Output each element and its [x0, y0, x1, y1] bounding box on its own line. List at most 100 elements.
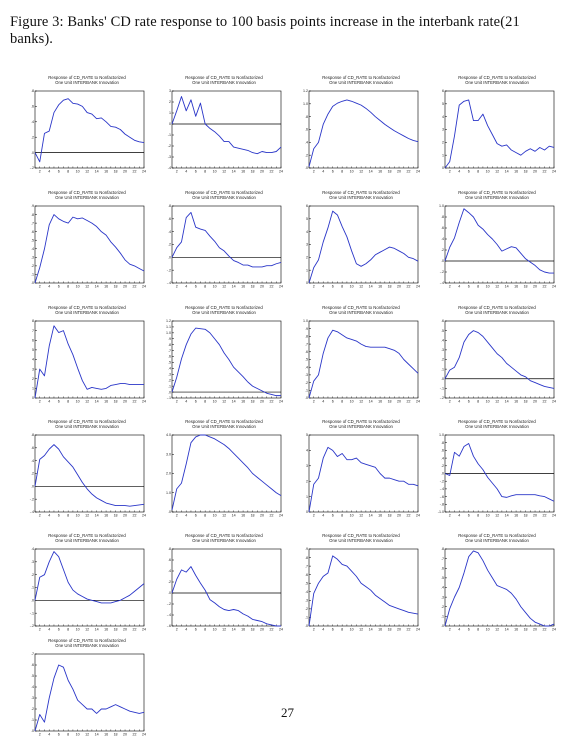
y-tick-label: 1.0: [439, 433, 444, 437]
x-tick-label: 16: [241, 628, 245, 632]
x-tick-label: 2: [449, 628, 451, 632]
irf-chart-16: Response of CD_RATE to Nonfactorized One …: [438, 419, 556, 521]
x-tick-label: 4: [322, 400, 324, 404]
x-tick-label: 20: [397, 628, 401, 632]
x-tick-label: 24: [279, 170, 283, 174]
x-tick-label: 8: [204, 400, 206, 404]
plot-area: .0.1.2.3.4.5.6.7.8.91.02 4 6 8 10 12 14 16 18 20 2…: [303, 319, 420, 404]
y-tick-label: .4: [31, 120, 34, 124]
plot-frame: [444, 320, 555, 399]
x-tick-label: 12: [222, 628, 226, 632]
chart-title-line: Response of CD_RATE to Nonfactorized: [322, 305, 400, 310]
x-tick-label: 6: [332, 170, 334, 174]
x-tick-label: 8: [67, 514, 69, 518]
x-tick-label: 18: [114, 628, 118, 632]
x-tick-label: 4: [458, 400, 460, 404]
x-tick-label: 12: [222, 514, 226, 518]
x-tick-label: 22: [133, 628, 137, 632]
y-tick-label: -1.0: [438, 510, 444, 514]
chart-title-line: One Unit INTERBANK Innovation: [192, 80, 256, 86]
x-tick-label: 20: [260, 285, 264, 289]
x-tick-label: 24: [552, 170, 556, 174]
x-tick-label: 16: [514, 400, 518, 404]
chart-title-line: Response of CD_RATE to Nonfactorized: [48, 419, 126, 424]
x-tick-label: 20: [260, 400, 264, 404]
y-tick-label: .0: [31, 599, 34, 603]
x-tick-label: 16: [378, 514, 382, 518]
plot-frame: [444, 90, 555, 169]
y-tick-label: .4: [441, 456, 444, 460]
chart-title-line: Response of CD_RATE to Nonfactorized: [458, 190, 536, 195]
y-tick-label: 5: [306, 217, 308, 221]
y-tick-label: .4: [441, 586, 444, 590]
y-tick-label: .0: [168, 256, 171, 260]
y-tick-label: .2: [305, 153, 308, 157]
y-tick-label: .4: [441, 237, 444, 241]
plot-frame: [34, 205, 145, 284]
response-line: [171, 434, 282, 511]
x-tick-label: 22: [133, 170, 137, 174]
x-tick-label: 4: [48, 285, 50, 289]
x-tick-label: 2: [313, 285, 315, 289]
y-tick-label: -.2: [30, 624, 34, 628]
y-tick-label: .6: [441, 226, 444, 230]
y-tick-label: .9: [31, 204, 34, 208]
x-tick-label: 6: [195, 285, 197, 289]
x-tick-label: 4: [322, 170, 324, 174]
y-tick-label: .3: [305, 599, 308, 603]
x-tick-label: 16: [104, 628, 108, 632]
y-tick-label: .1: [441, 367, 444, 371]
response-line: [34, 444, 145, 507]
x-tick-label: 12: [495, 628, 499, 632]
y-tick-label: .3: [441, 595, 444, 599]
x-tick-label: 4: [458, 170, 460, 174]
y-tick-label: .6: [168, 558, 171, 562]
response-line: [171, 566, 281, 627]
x-tick-label: 8: [204, 514, 206, 518]
response-line: [34, 325, 144, 399]
y-tick-label: .8: [305, 556, 308, 560]
x-tick-label: 18: [388, 400, 392, 404]
chart-title: Response of CD_RATE to Nonfactorized One …: [165, 419, 283, 429]
x-tick-label: 20: [397, 400, 401, 404]
x-tick-label: 16: [104, 400, 108, 404]
chart-title-line: One Unit INTERBANK Innovation: [192, 538, 256, 544]
x-tick-label: 18: [388, 514, 392, 518]
x-tick-label: 24: [416, 400, 420, 404]
x-tick-label: 6: [468, 514, 470, 518]
y-tick-label: .8: [441, 215, 444, 219]
y-tick-label: -.6: [440, 495, 444, 499]
y-tick-label: .9: [305, 547, 308, 551]
plot-area: -.4-.2.0.2.4.6.82 4 6 8 10 12 14 16 18 20 22 24: [167, 204, 283, 289]
x-tick-label: 10: [213, 170, 217, 174]
x-tick-label: 10: [76, 170, 80, 174]
plot-area: -.1.0.1.2.3.4.5.6.7.8.91.01.11.22 4 6 8 10 12…: [166, 319, 283, 404]
y-tick-label: .0: [31, 151, 34, 155]
plot-area: .0.1.2.3.4.5.6.7.82 4 6 8 10 12 14 16 18 20 22 24: [441, 547, 556, 632]
y-tick-label: -.1: [30, 611, 34, 615]
x-tick-label: 24: [279, 285, 283, 289]
y-tick-label: 3: [306, 464, 308, 468]
y-tick-label: .0: [31, 281, 34, 285]
y-tick-label: 2: [442, 141, 444, 145]
x-tick-label: 20: [533, 514, 537, 518]
x-tick-label: 2: [313, 628, 315, 632]
x-tick-label: 18: [114, 170, 118, 174]
y-tick-label: .5: [441, 329, 444, 333]
y-tick-label: 0: [32, 396, 34, 400]
x-tick-label: 14: [369, 628, 373, 632]
x-tick-label: 12: [85, 400, 89, 404]
x-tick-label: 16: [514, 170, 518, 174]
chart-title-line: One Unit INTERBANK Innovation: [329, 310, 393, 316]
y-tick-label: .7: [31, 221, 34, 225]
response-line: [308, 446, 419, 513]
y-tick-label: 3: [32, 367, 34, 371]
y-tick-label: 3: [169, 89, 171, 93]
x-tick-label: 24: [552, 285, 556, 289]
x-tick-label: 22: [407, 514, 411, 518]
x-tick-label: 22: [407, 285, 411, 289]
y-tick-label: .2: [31, 135, 34, 139]
plot-frame: [34, 653, 145, 732]
x-tick-label: 18: [388, 628, 392, 632]
